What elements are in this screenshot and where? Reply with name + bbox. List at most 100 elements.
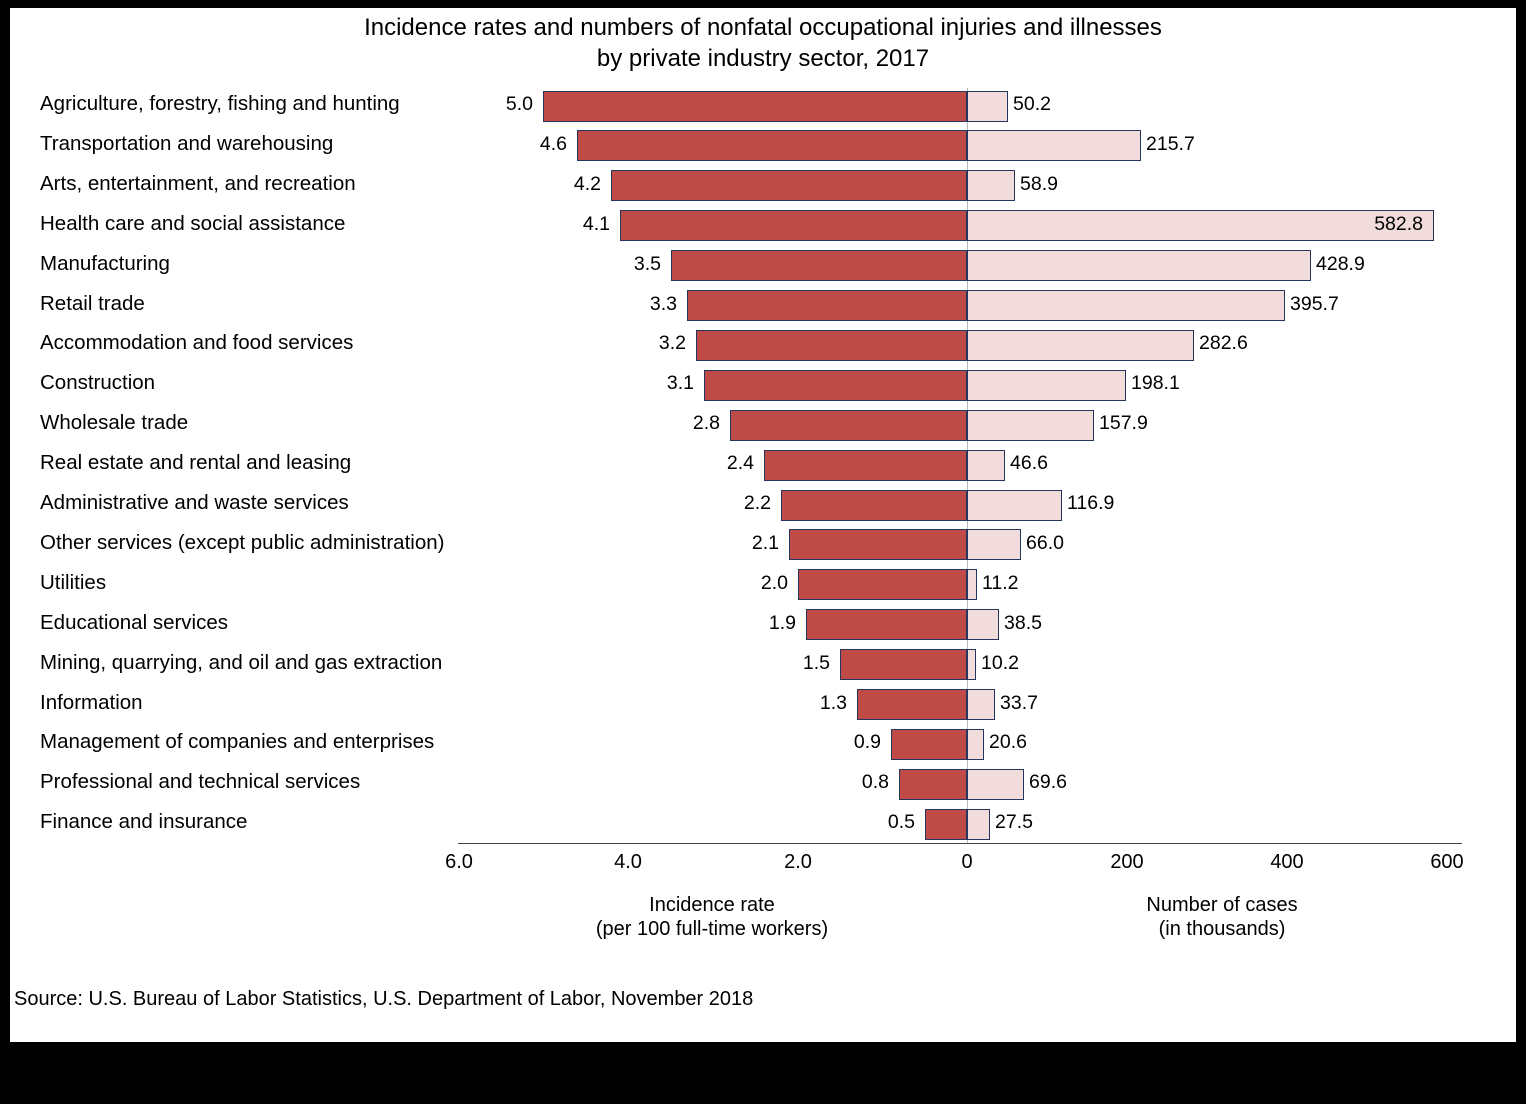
rate-bar — [857, 689, 967, 720]
chart-plot-area: Agriculture, forestry, fishing and hunti… — [10, 8, 1516, 1042]
rate-value-label: 2.0 — [760, 572, 788, 594]
rate-bar — [687, 290, 967, 321]
rate-value-label: 2.2 — [743, 492, 771, 514]
rate-value-label: 0.5 — [887, 811, 915, 833]
cases-value-label: 11.2 — [982, 572, 1019, 594]
cases-bar — [967, 729, 984, 760]
rate-value-label: 1.9 — [768, 612, 796, 634]
rate-bar — [806, 609, 967, 640]
rate-value-label: 4.1 — [582, 213, 610, 235]
left-axis-caption-line2: (per 100 full-time workers) — [595, 918, 829, 940]
x-tick-label-left: 4.0 — [614, 851, 642, 873]
cases-value-label: 20.6 — [989, 731, 1027, 753]
category-label: Other services (except public administra… — [40, 531, 445, 554]
rate-value-label: 3.5 — [633, 253, 661, 275]
rate-bar — [764, 450, 967, 481]
bottom-white-strip — [0, 1104, 1526, 1111]
cases-bar — [967, 529, 1021, 560]
rate-bar — [704, 370, 967, 401]
rate-value-label: 3.3 — [649, 293, 677, 315]
cases-value-label: 428.9 — [1316, 253, 1365, 275]
rate-bar — [798, 569, 967, 600]
category-label: Mining, quarrying, and oil and gas extra… — [40, 651, 443, 674]
rate-value-label: 3.1 — [666, 372, 694, 394]
cases-bar — [967, 490, 1062, 521]
category-label: Accommodation and food services — [40, 331, 354, 354]
category-label: Wholesale trade — [40, 411, 189, 434]
cases-value-label: 215.7 — [1146, 133, 1195, 155]
category-label: Transportation and warehousing — [40, 132, 334, 155]
cases-value-label: 58.9 — [1020, 173, 1058, 195]
rate-bar — [789, 529, 967, 560]
left-axis-caption-line1: Incidence rate — [649, 894, 775, 916]
cases-bar — [967, 91, 1008, 122]
category-label: Manufacturing — [40, 252, 170, 275]
cases-value-label: 10.2 — [981, 652, 1019, 674]
rate-value-label: 3.2 — [658, 332, 686, 354]
cases-bar — [967, 689, 995, 720]
category-label: Health care and social assistance — [40, 212, 346, 235]
cases-bar — [967, 569, 977, 600]
category-label: Finance and insurance — [40, 810, 248, 833]
x-tick-label-left: 0 — [961, 851, 973, 873]
x-axis-line — [458, 843, 1462, 844]
rate-value-label: 4.6 — [539, 133, 567, 155]
chart-panel: Incidence rates and numbers of nonfatal … — [10, 8, 1516, 1042]
rate-bar — [671, 250, 967, 281]
rate-value-label: 5.0 — [505, 93, 533, 115]
x-tick-label-left: 2.0 — [784, 851, 812, 873]
cases-bar — [967, 290, 1285, 321]
right-axis-caption: Number of cases (in thousands) — [1052, 893, 1392, 941]
category-label: Professional and technical services — [40, 770, 361, 793]
rate-bar — [781, 490, 967, 521]
category-label: Management of companies and enterprises — [40, 730, 435, 753]
cases-value-label: 38.5 — [1004, 612, 1042, 634]
cases-value-label: 198.1 — [1131, 372, 1180, 394]
cases-bar — [967, 410, 1094, 441]
rate-value-label: 0.9 — [853, 731, 881, 753]
rate-value-label: 1.3 — [819, 692, 847, 714]
category-label: Retail trade — [40, 292, 145, 315]
rate-bar — [577, 130, 967, 161]
category-label: Administrative and waste services — [40, 491, 349, 514]
chart-title: Incidence rates and numbers of nonfatal … — [10, 12, 1516, 74]
rate-bar — [696, 330, 967, 361]
cases-value-label: 282.6 — [1199, 332, 1248, 354]
source-note: Source: U.S. Bureau of Labor Statistics,… — [14, 988, 754, 1010]
cases-value-label: 46.6 — [1010, 452, 1048, 474]
cases-bar — [967, 130, 1141, 161]
rate-bar — [730, 410, 967, 441]
cases-value-label: 582.8 — [1374, 213, 1423, 235]
cases-value-label: 66.0 — [1026, 532, 1064, 554]
rate-value-label: 1.5 — [802, 652, 830, 674]
rate-value-label: 4.2 — [573, 173, 601, 195]
cases-bar — [967, 170, 1015, 201]
rate-bar — [620, 210, 967, 241]
left-axis-caption: Incidence rate (per 100 full-time worker… — [542, 893, 882, 941]
cases-value-label: 395.7 — [1290, 293, 1339, 315]
cases-value-label: 157.9 — [1099, 412, 1148, 434]
x-tick-label-right: 600 — [1430, 851, 1464, 873]
cases-value-label: 50.2 — [1013, 93, 1051, 115]
cases-bar — [967, 210, 1434, 241]
cases-value-label: 27.5 — [995, 811, 1033, 833]
chart-title-line1: Incidence rates and numbers of nonfatal … — [364, 14, 1162, 41]
x-tick-label-right: 200 — [1110, 851, 1144, 873]
cases-bar — [967, 609, 999, 640]
cases-bar — [967, 769, 1024, 800]
rate-bar — [899, 769, 967, 800]
cases-bar — [967, 809, 990, 840]
category-label: Real estate and rental and leasing — [40, 451, 352, 474]
rate-bar — [891, 729, 967, 760]
chart-title-line2: by private industry sector, 2017 — [596, 45, 930, 72]
cases-value-label: 33.7 — [1000, 692, 1038, 714]
category-label: Educational services — [40, 611, 229, 634]
cases-bar — [967, 370, 1126, 401]
rate-bar — [840, 649, 967, 680]
cases-bar — [967, 330, 1194, 361]
cases-value-label: 69.6 — [1029, 771, 1067, 793]
cases-bar — [967, 649, 976, 680]
rate-value-label: 2.8 — [692, 412, 720, 434]
cases-bar — [967, 250, 1311, 281]
rate-bar — [543, 91, 967, 122]
